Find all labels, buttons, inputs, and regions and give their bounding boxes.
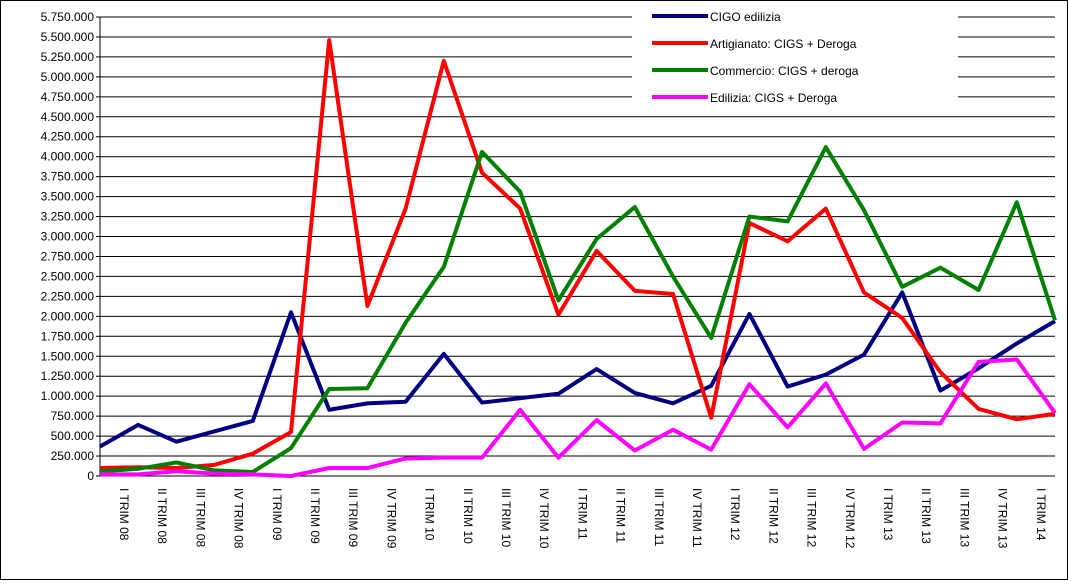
x-tick-label: I TRIM 14: [1034, 488, 1048, 541]
legend-label: Edilizia: CIGS + Deroga: [710, 91, 837, 105]
y-tick-label: 1.000.000: [41, 389, 95, 403]
legend-label: CIGO edilizia: [710, 10, 781, 24]
legend-label: Commercio: CIGS + deroga: [710, 64, 859, 78]
y-tick-label: 3.500.000: [41, 190, 95, 204]
x-tick-label: II TRIM 12: [766, 488, 780, 544]
x-tick-label: II TRIM 09: [308, 488, 322, 544]
x-tick-label: IV TRIM 08: [232, 488, 246, 549]
y-tick-label: 500.000: [51, 429, 95, 443]
y-tick-label: 4.250.000: [41, 130, 95, 144]
series-line: [99, 145, 1057, 475]
x-tick-label: I TRIM 12: [728, 488, 742, 541]
y-tick-label: 2.000.000: [41, 309, 95, 323]
x-tick-label: III TRIM 08: [193, 488, 207, 547]
x-tick-label: II TRIM 13: [919, 488, 933, 544]
y-tick-label: 5.250.000: [41, 50, 95, 64]
legend-box: [632, 2, 958, 106]
x-tick-label: I TRIM 09: [270, 488, 284, 541]
x-tick-label: III TRIM 10: [499, 488, 513, 547]
y-tick-label: 5.500.000: [41, 30, 95, 44]
y-tick-label: 2.500.000: [41, 269, 95, 283]
x-tick-label: IV TRIM 12: [843, 488, 857, 549]
series-line: [100, 357, 1057, 478]
y-tick-label: 3.750.000: [41, 170, 95, 184]
y-tick-label: 5.750.000: [41, 10, 95, 24]
x-tick-label: III TRIM 12: [805, 488, 819, 547]
legend-label: Artigianato: CIGS + Deroga: [710, 37, 857, 51]
x-tick-label: I TRIM 10: [423, 488, 437, 541]
x-tick-label: I TRIM 11: [575, 488, 589, 540]
y-tick-label: 4.000.000: [41, 150, 95, 164]
x-tick-label: III TRIM 13: [957, 488, 971, 547]
x-tick-label: I TRIM 13: [881, 488, 895, 541]
x-tick-label: III TRIM 11: [652, 488, 666, 547]
y-tick-label: 0: [87, 469, 94, 483]
series-line: [99, 290, 1057, 449]
y-tick-label: 250.000: [51, 449, 95, 463]
x-tick-label: IV TRIM 09: [384, 488, 398, 549]
y-tick-label: 2.750.000: [41, 249, 95, 263]
y-tick-label: 3.000.000: [41, 230, 95, 244]
y-tick-label: 1.750.000: [41, 329, 95, 343]
y-tick-label: 2.250.000: [41, 289, 95, 303]
y-tick-label: 750.000: [51, 409, 95, 423]
y-tick-label: 3.250.000: [41, 210, 95, 224]
x-tick-label: IV TRIM 11: [690, 488, 704, 548]
y-tick-label: 5.000.000: [41, 70, 95, 84]
x-tick-label: II TRIM 08: [155, 488, 169, 544]
x-tick-label: II TRIM 11: [614, 488, 628, 543]
x-tick-label: IV TRIM 10: [537, 488, 551, 549]
y-tick-label: 4.500.000: [41, 110, 95, 124]
x-tick-label: IV TRIM 13: [996, 488, 1010, 549]
x-tick-label: I TRIM 08: [117, 488, 131, 541]
y-tick-label: 4.750.000: [41, 90, 95, 104]
x-tick-label: III TRIM 09: [346, 488, 360, 547]
y-tick-label: 1.500.000: [41, 349, 95, 363]
legend: CIGO edilizia Artigianato: CIGS + Deroga C…: [632, 2, 958, 106]
series-line: [99, 38, 1056, 471]
y-tick-label: 1.250.000: [41, 369, 95, 383]
x-tick-label: II TRIM 10: [461, 488, 475, 544]
